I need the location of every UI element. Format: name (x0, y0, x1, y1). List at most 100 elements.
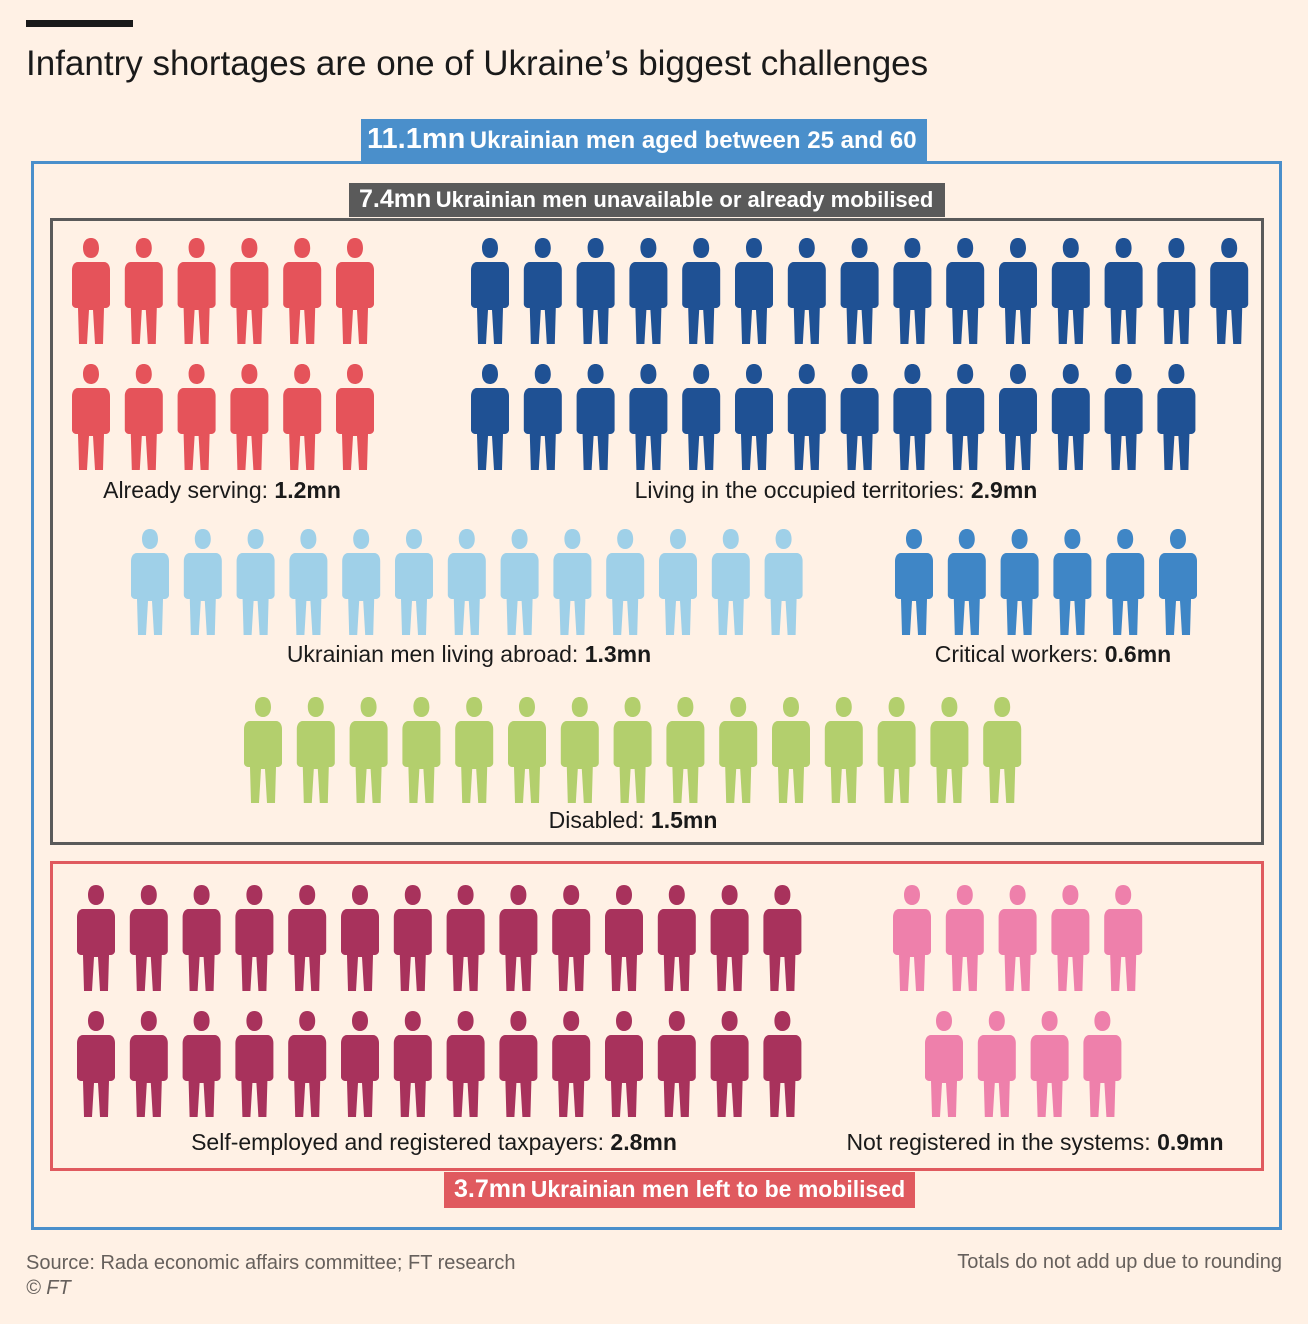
label-self-employed-value: 2.8mn (610, 1129, 677, 1155)
self-employed-person-icon (393, 1011, 432, 1117)
rounding-note: Totals do not add up due to rounding (957, 1251, 1282, 1273)
occupied-person-icon (1051, 238, 1090, 344)
label-occupied-text: Living in the occupied territories: (634, 477, 971, 503)
abroad-person-icon (183, 529, 222, 635)
abroad-person-icon (711, 529, 750, 635)
already-serving-person-icon (230, 238, 269, 344)
occupied-person-icon (1157, 364, 1196, 470)
disabled-person-icon (349, 697, 388, 803)
label-self-employed: Self-employed and registered taxpayers: … (191, 1129, 677, 1156)
self-employed-person-icon (129, 885, 168, 991)
abroad-person-icon (289, 529, 328, 635)
self-employed-person-icon (552, 1011, 591, 1117)
occupied-person-icon (576, 238, 615, 344)
already-serving-person-icon (230, 364, 269, 470)
disabled-person-icon (613, 697, 652, 803)
occupied-person-icon (893, 364, 932, 470)
already-serving-person-icon (72, 238, 110, 344)
disabled-person-icon (983, 697, 1022, 803)
occupied-person-icon (787, 364, 826, 470)
total-men-text: Ukrainian men aged between 25 and 60 (469, 127, 917, 154)
occupied-person-icon (629, 364, 668, 470)
critical-person-icon (947, 529, 986, 635)
self-employed-person-icon (499, 1011, 538, 1117)
self-employed-person-icon (182, 885, 221, 991)
not-registered-person-icon (1104, 885, 1143, 991)
disabled-person-icon (824, 697, 863, 803)
abroad-person-icon (659, 529, 697, 635)
critical-person-icon (1000, 529, 1039, 635)
not-registered-person-icon (977, 1011, 1016, 1117)
label-occupied: Living in the occupied territories: 2.9m… (635, 477, 1038, 504)
occupied-person-icon (946, 238, 985, 344)
label-disabled-text: Disabled: (548, 807, 651, 833)
label-not-registered-value: 0.9mn (1157, 1129, 1224, 1155)
left-to-mobilise-text: Ukrainian men left to be mobilised (530, 1176, 906, 1202)
label-not-registered: Not registered in the systems: 0.9mn (846, 1129, 1223, 1156)
self-employed-person-icon (235, 1011, 274, 1117)
label-already-serving: Already serving: 1.2mn (103, 477, 341, 504)
already-serving-person-icon (72, 364, 110, 470)
label-not-registered-text: Not registered in the systems: (846, 1129, 1158, 1155)
self-employed-person-icon (129, 1011, 168, 1117)
disabled-person-icon (244, 697, 282, 803)
occupied-person-icon (787, 238, 826, 344)
total-men-value: 11.1mn (367, 123, 466, 155)
label-self-employed-text: Self-employed and registered taxpayers: (191, 1129, 611, 1155)
label-critical-value: 0.6mn (1104, 641, 1172, 667)
left-to-mobilise-tag: 3.7mn Ukrainian men left to be mobilised (444, 1172, 916, 1208)
abroad-person-icon (447, 529, 486, 635)
disabled-person-icon (877, 697, 916, 803)
abroad-person-icon (606, 529, 645, 635)
not-registered-person-icon (998, 885, 1037, 991)
critical-person-icon (895, 529, 933, 635)
occupied-person-icon (471, 238, 509, 344)
label-already-serving-text: Already serving: (103, 477, 275, 503)
abroad-person-icon (764, 529, 803, 635)
self-employed-person-icon (710, 1011, 749, 1117)
label-abroad: Ukrainian men living abroad: 1.3mn (287, 641, 651, 668)
already-serving-person-icon (336, 238, 374, 344)
self-employed-person-icon (657, 885, 696, 991)
self-employed-person-icon (605, 885, 643, 991)
not-registered-person-icon (1030, 1011, 1069, 1117)
occupied-person-icon (840, 364, 879, 470)
self-employed-person-icon (77, 885, 115, 991)
occupied-person-icon (735, 238, 773, 344)
occupied-person-icon (735, 364, 773, 470)
already-serving-person-icon (124, 238, 163, 344)
occupied-person-icon (471, 364, 509, 470)
occupied-person-icon (1210, 238, 1249, 344)
title-accent-bar (26, 20, 133, 27)
self-employed-person-icon (446, 1011, 485, 1117)
abroad-person-icon (500, 529, 539, 635)
label-occupied-value: 2.9mn (970, 477, 1038, 503)
abroad-person-icon (131, 529, 169, 635)
disabled-person-icon (930, 697, 969, 803)
already-serving-person-icon (336, 364, 374, 470)
critical-person-icon (1106, 529, 1145, 635)
unavailable-men-box (50, 218, 1264, 845)
label-disabled: Disabled: 1.5mn (549, 807, 718, 834)
disabled-person-icon (402, 697, 441, 803)
disabled-person-icon (719, 697, 758, 803)
left-to-mobilise-box (50, 861, 1264, 1171)
not-registered-person-icon (1083, 1011, 1122, 1117)
self-employed-person-icon (288, 885, 327, 991)
self-employed-person-icon (341, 885, 379, 991)
already-serving-person-icon (177, 238, 216, 344)
not-registered-person-icon (925, 1011, 963, 1117)
disabled-person-icon (296, 697, 335, 803)
disabled-person-icon (508, 697, 546, 803)
occupied-person-icon (893, 238, 932, 344)
abroad-person-icon (395, 529, 433, 635)
self-employed-person-icon (341, 1011, 379, 1117)
label-abroad-text: Ukrainian men living abroad: (286, 641, 585, 667)
occupied-person-icon (1104, 364, 1143, 470)
self-employed-person-icon (393, 885, 432, 991)
disabled-person-icon (560, 697, 599, 803)
occupied-person-icon (999, 364, 1037, 470)
abroad-person-icon (236, 529, 275, 635)
already-serving-person-icon (283, 238, 322, 344)
already-serving-person-icon (177, 364, 216, 470)
